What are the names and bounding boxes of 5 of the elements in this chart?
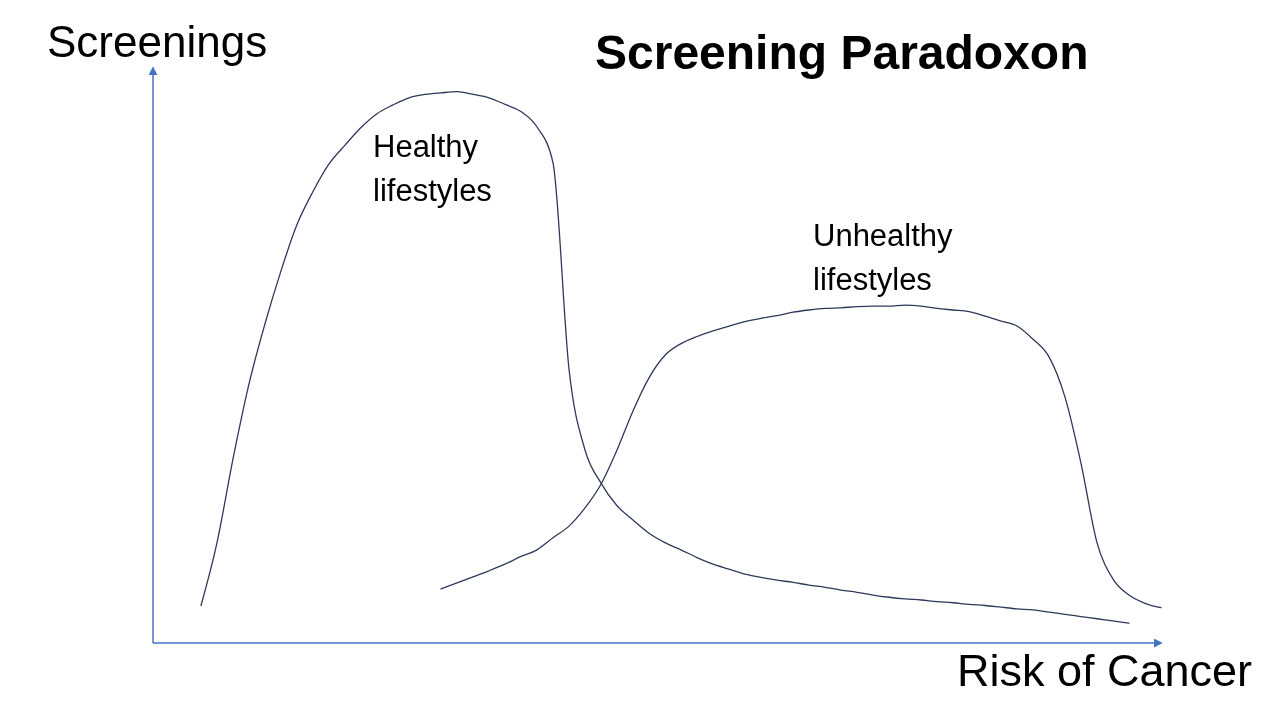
- chart-title: Screening Paradoxon: [595, 26, 1089, 79]
- series-label: Unhealthy lifestyles: [813, 217, 953, 300]
- series-label: Healthy lifestyles: [373, 127, 492, 210]
- x-axis-title: Risk of Cancer: [957, 645, 1253, 696]
- y-axis-title: Screenings: [47, 17, 268, 66]
